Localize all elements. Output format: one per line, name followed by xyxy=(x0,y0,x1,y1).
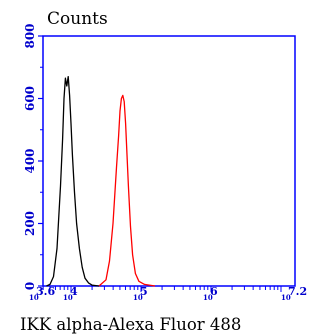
x-tick-exponent: 3.6 xyxy=(36,285,55,298)
x-tick-base: 10 xyxy=(133,293,143,302)
x-tick-exponent: 5 xyxy=(140,285,148,298)
x-tick-base: 10 xyxy=(203,293,213,302)
x-tick-base: 10 xyxy=(29,293,39,302)
y-tick-label: 400 xyxy=(23,148,37,173)
series-layer xyxy=(46,75,156,287)
x-tick-exponent: 6 xyxy=(210,285,218,298)
x-tick-exponent: 4 xyxy=(70,285,78,298)
chart-title: Counts xyxy=(47,9,108,29)
histogram-series-1 xyxy=(46,75,100,287)
y-tick-label: 800 xyxy=(23,23,37,48)
x-tick-label: 105 xyxy=(133,285,148,302)
x-tick-label: 103.6 xyxy=(29,285,55,302)
x-axis-label: IKK alpha-Alexa Fluor 488 xyxy=(20,315,241,334)
y-tick-label: 600 xyxy=(23,86,37,111)
x-tick-label: 107.2 xyxy=(281,285,307,302)
x-tick-label: 106 xyxy=(203,285,218,302)
histogram-series-2 xyxy=(98,94,156,287)
x-tick-base: 10 xyxy=(63,293,73,302)
y-tick-label: 0 xyxy=(23,282,37,290)
y-tick-label: 200 xyxy=(23,211,37,236)
axis-ticks xyxy=(38,35,282,292)
x-tick-base: 10 xyxy=(281,293,291,302)
x-tick-exponent: 7.2 xyxy=(288,285,307,298)
x-tick-label: 104 xyxy=(63,285,78,302)
plot-frame xyxy=(42,35,296,287)
